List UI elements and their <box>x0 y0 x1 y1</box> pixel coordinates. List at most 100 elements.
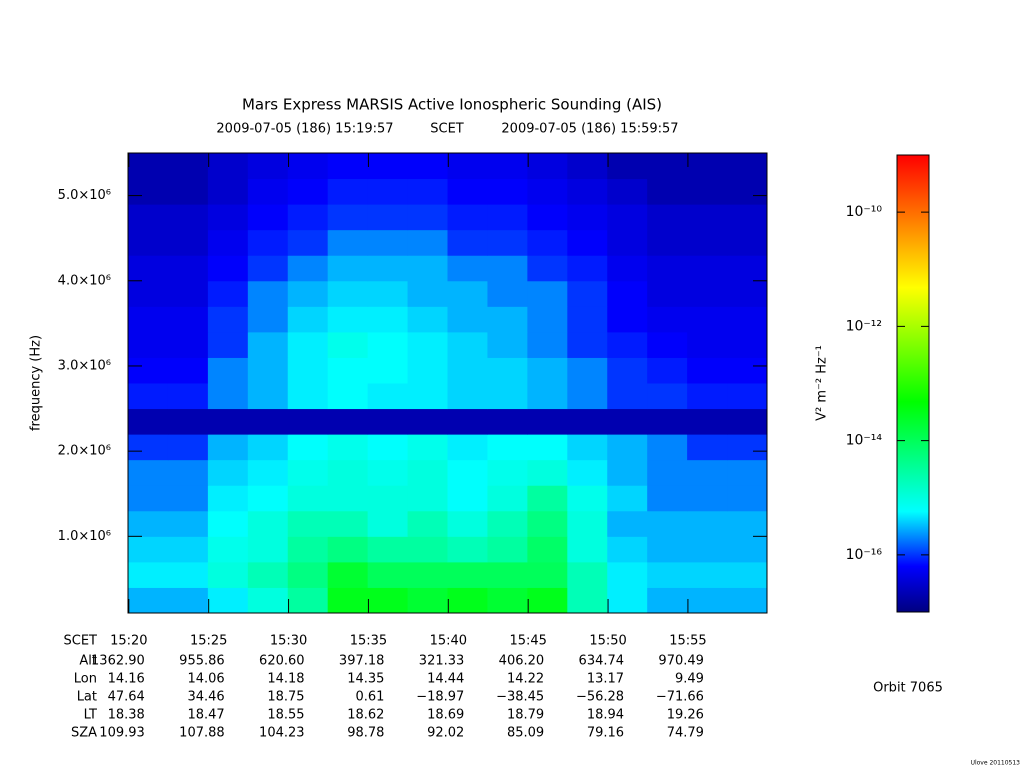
heatmap-cell <box>327 229 369 256</box>
heatmap-cell <box>487 204 528 231</box>
heatmap-cell <box>327 587 369 614</box>
heatmap-cell <box>407 536 448 563</box>
ephemeris-value: 970.49 <box>658 654 704 669</box>
heatmap-cell <box>407 306 448 333</box>
heatmap-cell <box>727 485 768 512</box>
ephemeris-value: −18.97 <box>416 690 464 705</box>
heatmap-cell <box>407 331 448 358</box>
heatmap-cell <box>607 561 648 588</box>
heatmap-cell <box>487 331 528 358</box>
heatmap-cell <box>167 383 209 410</box>
y-tick-label: 2.0×10⁶ <box>58 444 111 459</box>
heatmap-cell <box>567 561 608 588</box>
heatmap-cell <box>287 331 329 358</box>
heatmap-cell <box>367 383 409 410</box>
x-tick-label: 15:30 <box>270 634 307 649</box>
heatmap-cell <box>447 306 488 333</box>
heatmap-cell <box>407 459 448 486</box>
heatmap-cell <box>247 178 289 205</box>
y-tick-label: 3.0×10⁶ <box>58 358 111 373</box>
ephemeris-value: 397.18 <box>339 654 385 669</box>
heatmap-cell <box>727 459 768 486</box>
heatmap-cell <box>527 587 568 614</box>
heatmap-cell <box>327 459 369 486</box>
heatmap-cell <box>407 408 448 435</box>
heatmap-cell <box>647 306 688 333</box>
heatmap-cell <box>687 153 728 180</box>
heatmap-cell <box>687 383 728 410</box>
heatmap-cell <box>727 536 768 563</box>
heatmap-cell <box>327 178 369 205</box>
ephemeris-value: 18.79 <box>507 708 544 723</box>
heatmap-cell <box>607 434 648 461</box>
heatmap-cell <box>287 204 329 231</box>
heatmap-cell <box>527 510 568 537</box>
heatmap-cell <box>727 229 768 256</box>
heatmap-cell <box>647 178 688 205</box>
heatmap-cell <box>367 485 409 512</box>
heatmap-cell <box>128 331 169 358</box>
heatmap-cell <box>327 306 369 333</box>
heatmap-cell <box>128 306 169 333</box>
heatmap-cell <box>247 485 289 512</box>
heatmap-cell <box>527 383 568 410</box>
ephemeris-value: 109.93 <box>99 726 145 741</box>
heatmap-cell <box>567 229 608 256</box>
heatmap-cell <box>487 434 528 461</box>
heatmap-cell <box>727 383 768 410</box>
heatmap-cell <box>567 510 608 537</box>
heatmap-cell <box>727 255 768 282</box>
heatmap-cell <box>367 434 409 461</box>
heatmap-cell <box>287 255 329 282</box>
heatmap-cell <box>207 536 249 563</box>
heatmap-cell <box>567 178 608 205</box>
heatmap-cell <box>527 280 568 307</box>
heatmap-cell <box>687 485 728 512</box>
heatmap-cell <box>247 255 289 282</box>
x-tick-label: 15:25 <box>190 634 227 649</box>
heatmap-cell <box>407 229 448 256</box>
orbit-label: Orbit 7065 <box>873 681 943 696</box>
heatmap-cell <box>367 587 409 614</box>
heatmap-cell <box>687 280 728 307</box>
colorbar-tick-label: 10⁻¹⁰ <box>846 204 883 220</box>
heatmap-cell <box>727 153 768 180</box>
heatmap-cell <box>687 357 728 384</box>
x-tick-label: 15:55 <box>669 634 706 649</box>
heatmap-cell <box>407 510 448 537</box>
ephemeris-value: 18.69 <box>427 708 464 723</box>
heatmap-cell <box>167 204 209 231</box>
heatmap-cell <box>167 331 209 358</box>
y-tick-label: 4.0×10⁶ <box>58 273 111 288</box>
heatmap-cell <box>607 331 648 358</box>
heatmap-cell <box>327 204 369 231</box>
ephemeris-value: 47.64 <box>108 690 145 705</box>
heatmap-cell <box>247 459 289 486</box>
ephemeris-value: 18.38 <box>108 708 145 723</box>
heatmap-cell <box>167 357 209 384</box>
ephemeris-value: 104.23 <box>259 726 305 741</box>
heatmap-cell <box>128 383 169 410</box>
ephemeris-value: 634.74 <box>579 654 625 669</box>
heatmap-cell <box>447 357 488 384</box>
heatmap-cell <box>327 383 369 410</box>
heatmap-cell <box>447 459 488 486</box>
ephemeris-value: 321.33 <box>419 654 465 669</box>
heatmap-cell <box>207 587 249 614</box>
ephemeris-value: 18.75 <box>267 690 304 705</box>
heatmap-cell <box>287 536 329 563</box>
heatmap-cell <box>128 459 169 486</box>
ephemeris-value: 14.22 <box>507 672 544 687</box>
heatmap-cell <box>207 459 249 486</box>
heatmap-cell <box>607 306 648 333</box>
heatmap-cell <box>687 408 728 435</box>
heatmap-cell <box>487 587 528 614</box>
ephemeris-value: 14.18 <box>267 672 304 687</box>
heatmap-cell <box>167 434 209 461</box>
ephemeris-value: 14.16 <box>108 672 145 687</box>
heatmap-cell <box>167 587 209 614</box>
heatmap-cell <box>647 587 688 614</box>
heatmap-cell <box>567 434 608 461</box>
heatmap-cell <box>527 536 568 563</box>
